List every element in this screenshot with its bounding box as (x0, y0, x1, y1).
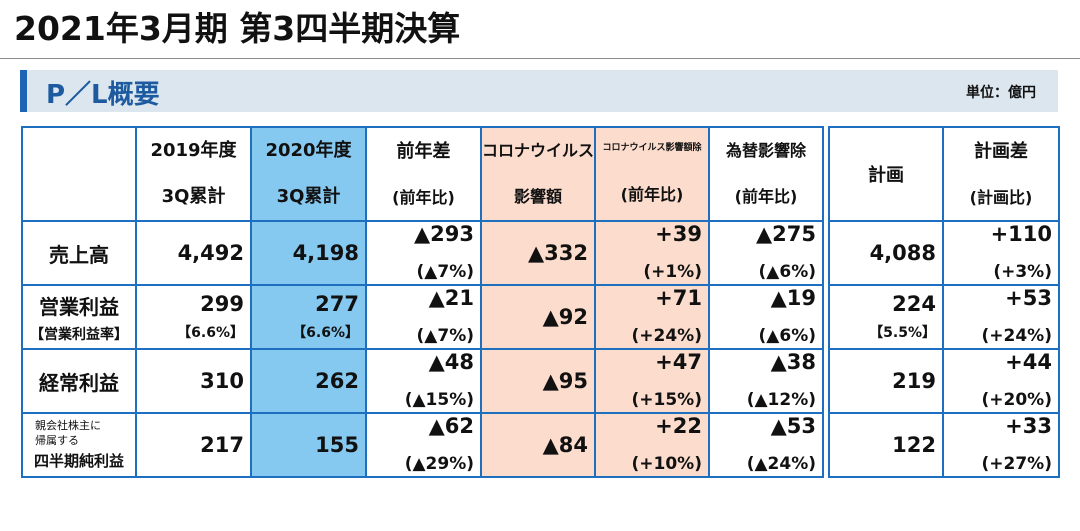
cell-plan: 224 【5.5%】 (828, 284, 944, 350)
cell-yoy: ▲21 (▲7%) (365, 284, 482, 350)
cell-covid-impact: ▲84 (480, 412, 596, 478)
row-label-net-income: 親会社株主に 帰属する 四半期純利益 (21, 412, 137, 478)
cell-2020: 277 【6.6%】 (250, 284, 367, 350)
cell-excl-covid: +47 (+15%) (594, 348, 710, 414)
cell-plan: 122 (828, 412, 944, 478)
cell-excl-fx: ▲53 (▲24%) (708, 412, 824, 478)
cell-2019: 299 【6.6%】 (135, 284, 252, 350)
header-excl-covid: コロナウイルス影響額除 (前年比) (594, 126, 710, 222)
cell-excl-covid: +39 (+1%) (594, 220, 710, 286)
cell-covid-impact: ▲95 (480, 348, 596, 414)
column-gap (823, 127, 829, 221)
page-title: 2021年3月期 第3四半期決算 (14, 9, 461, 48)
header-plan: 計画 (828, 126, 944, 222)
cell-2020: 155 (250, 412, 367, 478)
table-row: 経常利益 310 262 ▲48 (▲15%) ▲95 +47 (+15%) ▲38… (21, 348, 1060, 414)
cell-covid-impact: ▲92 (480, 284, 596, 350)
cell-2019: 4,492 (135, 220, 252, 286)
section-accent-bar (20, 70, 27, 112)
header-2020: 2020年度 3Q累計 (250, 126, 367, 222)
cell-plan: 219 (828, 348, 944, 414)
row-label-ordinary-income: 経常利益 (21, 348, 137, 414)
cell-excl-covid: +71 (+24%) (594, 284, 710, 350)
table-row: 親会社株主に 帰属する 四半期純利益 217 155 ▲62 (▲29%) ▲84… (21, 412, 1060, 478)
cell-plan: 4,088 (828, 220, 944, 286)
header-blank (21, 126, 137, 222)
cell-excl-fx: ▲19 (▲6%) (708, 284, 824, 350)
table-header-row: 2019年度 3Q累計 2020年度 3Q累計 前年差 (前年比) コロナウイルス 影響… (21, 126, 1060, 222)
cell-vs-plan: +110 (+3%) (942, 220, 1060, 286)
cell-2019: 217 (135, 412, 252, 478)
cell-excl-fx: ▲275 (▲6%) (708, 220, 824, 286)
section-header: P／L概要 単位：億円 (20, 70, 1058, 112)
cell-vs-plan: +53 (+24%) (942, 284, 1060, 350)
cell-excl-fx: ▲38 (▲12%) (708, 348, 824, 414)
column-gap (823, 285, 829, 349)
row-label-operating-income: 営業利益 【営業利益率】 (21, 284, 137, 350)
cell-covid-impact: ▲332 (480, 220, 596, 286)
cell-2019: 310 (135, 348, 252, 414)
cell-vs-plan: +33 (+27%) (942, 412, 1060, 478)
unit-label: 単位：億円 (966, 85, 1036, 101)
cell-yoy: ▲62 (▲29%) (365, 412, 482, 478)
section-title: P／L概要 (46, 80, 160, 110)
header-excl-fx: 為替影響除 (前年比) (708, 126, 824, 222)
pl-summary-table: 2019年度 3Q累計 2020年度 3Q累計 前年差 (前年比) コロナウイルス 影響… (21, 126, 1060, 478)
column-gap (823, 221, 829, 285)
column-gap (823, 413, 829, 477)
header-yoy: 前年差 (前年比) (365, 126, 482, 222)
cell-vs-plan: +44 (+20%) (942, 348, 1060, 414)
column-gap (823, 349, 829, 413)
cell-yoy: ▲293 (▲7%) (365, 220, 482, 286)
cell-2020: 262 (250, 348, 367, 414)
title-divider (0, 58, 1080, 59)
header-2019: 2019年度 3Q累計 (135, 126, 252, 222)
cell-yoy: ▲48 (▲15%) (365, 348, 482, 414)
table-row: 売上高 4,492 4,198 ▲293 (▲7%) ▲332 +39 (+1%) … (21, 220, 1060, 286)
row-label-sales: 売上高 (21, 220, 137, 286)
table-row: 営業利益 【営業利益率】 299 【6.6%】 277 【6.6%】 ▲21 (▲7%)… (21, 284, 1060, 350)
header-covid-impact: コロナウイルス 影響額 (480, 126, 596, 222)
cell-excl-covid: +22 (+10%) (594, 412, 710, 478)
cell-2020: 4,198 (250, 220, 367, 286)
header-vs-plan: 計画差 (計画比) (942, 126, 1060, 222)
